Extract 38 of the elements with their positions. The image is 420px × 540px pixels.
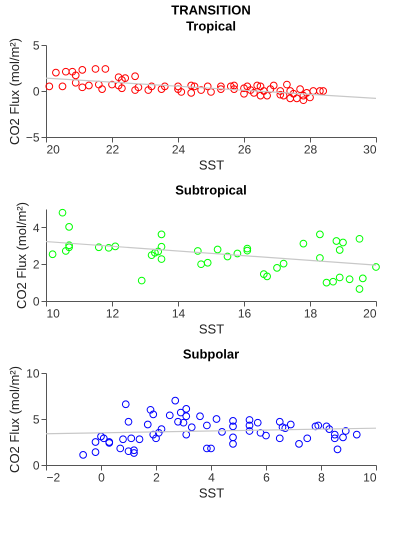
y-axis-title: CO2 Flux (mol/m²): [14, 202, 29, 309]
x-tick-label: 4: [208, 470, 216, 484]
x-tick-label: 0: [98, 470, 106, 484]
chart-title: TRANSITION: [171, 2, 251, 18]
x-tick-label: 20: [46, 142, 60, 156]
x-tick-label: 10: [46, 306, 60, 320]
chart-title: Subpolar: [182, 346, 240, 362]
y-tick-label: 10: [26, 366, 40, 380]
x-tick-label: −2: [46, 470, 61, 484]
x-tick-label: 26: [238, 142, 252, 156]
x-tick-label: 10: [363, 470, 377, 484]
x-tick-label: 16: [238, 306, 252, 320]
chart-title: Subtropical: [175, 182, 247, 198]
x-tick-label: 6: [263, 470, 270, 484]
x-tick-label: 14: [172, 306, 186, 320]
x-axis-title: SST: [198, 158, 224, 172]
y-tick-label: −5: [26, 130, 40, 144]
y-tick-label: 5: [32, 38, 40, 52]
y-tick-label: 0: [32, 294, 40, 308]
x-tick-label: 22: [106, 142, 120, 156]
x-tick-label: 30: [363, 142, 377, 156]
y-tick-label: 0: [32, 458, 40, 472]
y-tick-label: 5: [32, 412, 40, 426]
x-tick-label: 18: [304, 306, 318, 320]
y-tick-label: 2: [32, 258, 40, 272]
y-axis-title: CO2 Flux (mol/m²): [7, 366, 22, 473]
chart-subtitle: Tropical: [186, 18, 236, 34]
y-tick-label: 0: [32, 84, 40, 98]
y-tick-label: 4: [32, 220, 40, 235]
x-tick-label: 20: [363, 306, 377, 320]
x-tick-label: 2: [153, 470, 160, 484]
x-tick-label: 8: [318, 470, 326, 484]
x-tick-label: 28: [304, 142, 318, 156]
x-axis-title: SST: [198, 322, 224, 336]
x-axis-title: SST: [198, 486, 224, 500]
x-tick-label: 12: [106, 306, 120, 320]
x-tick-label: 24: [172, 142, 186, 156]
y-axis-title: CO2 Flux (mol/m²): [6, 38, 22, 145]
